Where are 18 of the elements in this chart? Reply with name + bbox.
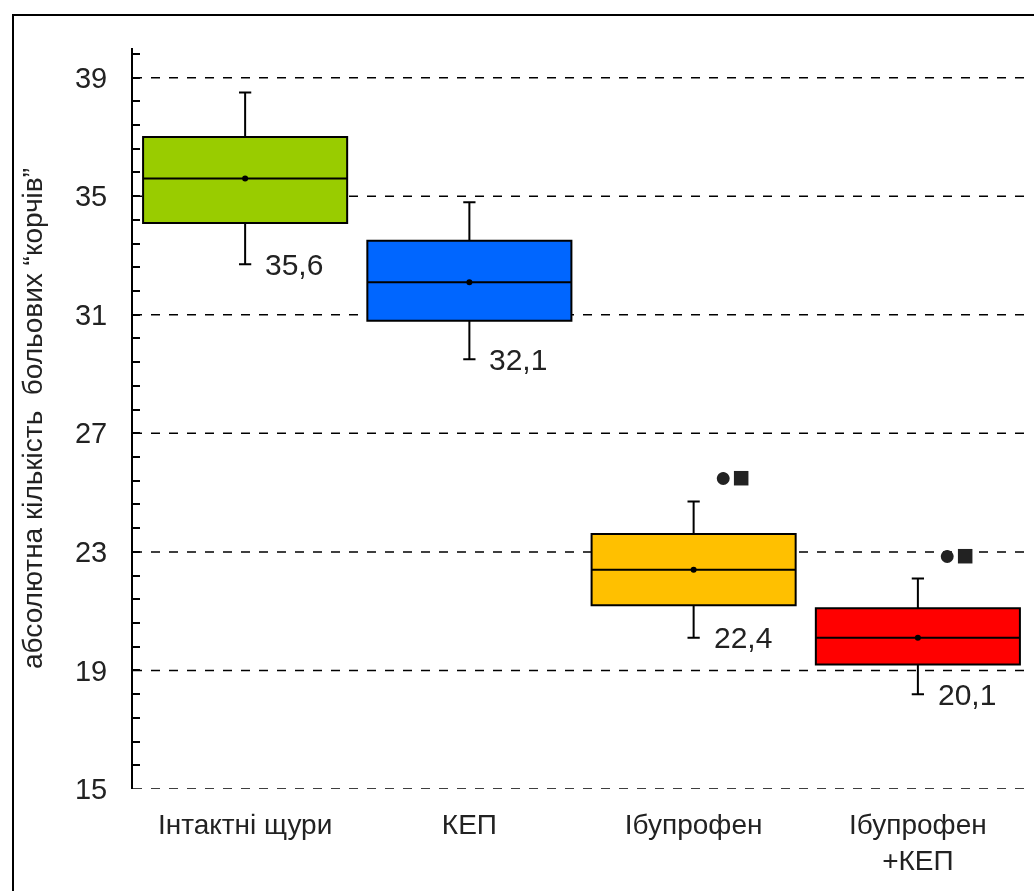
x-tick-label: КЕП (441, 809, 497, 840)
x-tick-label: Ібупрофен (624, 809, 763, 840)
x-tick-label: Ібупрофен +КЕП (849, 809, 987, 877)
annotation: 20,1 (938, 678, 997, 711)
annotation: 35,6 (265, 248, 324, 281)
y-tick-label: 27 (74, 417, 108, 450)
y-tick-label: 39 (74, 61, 108, 94)
y-tick-label: 19 (74, 654, 108, 687)
y-axis-title: абсолютна кількість больових “корчів” (17, 168, 49, 669)
annotation: ●■ (938, 538, 975, 571)
y-tick-label: 15 (74, 773, 108, 806)
annotation: ●■ (714, 460, 751, 493)
annotation: 22,4 (714, 621, 773, 654)
y-tick-label: 23 (74, 536, 108, 569)
x-tick-label: Інтактні щури (157, 809, 333, 840)
annotation: 32,1 (489, 343, 548, 376)
y-tick-label: 31 (74, 298, 108, 331)
y-tick-label: 35 (74, 180, 108, 213)
